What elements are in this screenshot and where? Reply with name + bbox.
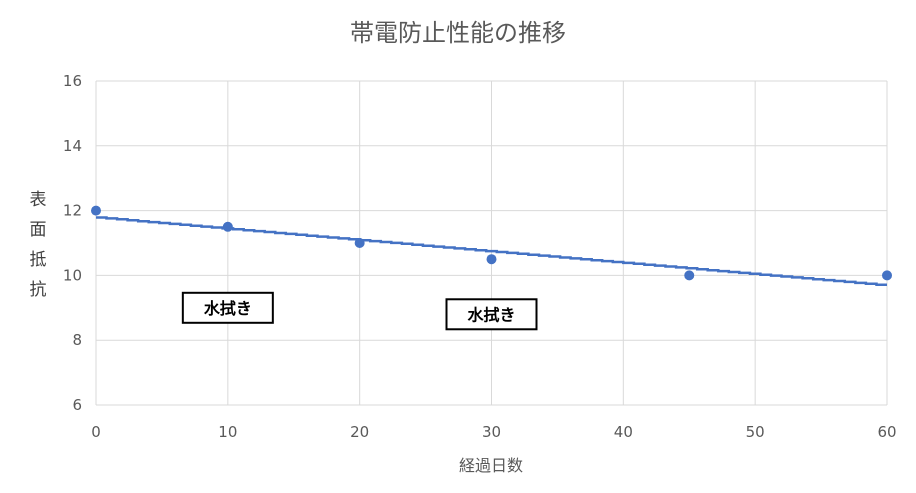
y-axis-title-char: 表 [30, 190, 47, 210]
y-tick-label: 10 [63, 266, 82, 284]
y-axis-title-char: 抵 [30, 250, 47, 270]
x-tick-label: 0 [91, 423, 101, 441]
y-tick-label: 14 [63, 137, 82, 155]
y-tick-labels: 6 8 10 12 14 16 [63, 72, 82, 414]
x-tick-label: 20 [350, 423, 369, 441]
annotation-box [181, 291, 274, 324]
annotation-label: 水拭き [467, 305, 515, 324]
x-tick-label: 10 [218, 423, 237, 441]
x-axis-title: 経過日数 [459, 456, 523, 475]
y-axis-title-char: 抗 [30, 280, 47, 300]
x-tick-label: 50 [746, 423, 765, 441]
x-tick-label: 40 [614, 423, 633, 441]
data-point [486, 254, 497, 265]
data-point [222, 221, 233, 232]
y-tick-label: 8 [72, 331, 82, 349]
chart-title: 帯電防止性能の推移 [350, 19, 566, 47]
y-tick-label: 6 [72, 396, 82, 414]
annotation-box [445, 298, 538, 331]
data-point [354, 238, 365, 248]
x-tick-label: 30 [482, 423, 501, 441]
data-point [91, 205, 101, 216]
y-axis-title-char: 面 [30, 220, 47, 240]
data-points [91, 205, 892, 281]
y-tick-label: 12 [63, 202, 82, 220]
annotations: 水拭き 水拭き [181, 291, 538, 331]
data-point [684, 270, 695, 281]
y-tick-label: 16 [63, 72, 82, 90]
x-tick-label: 60 [877, 423, 896, 441]
annotation-label: 水拭き [204, 299, 252, 318]
x-tick-labels: 0 10 20 30 40 50 60 [91, 423, 896, 441]
gridlines [95, 80, 888, 406]
data-point [882, 270, 892, 281]
